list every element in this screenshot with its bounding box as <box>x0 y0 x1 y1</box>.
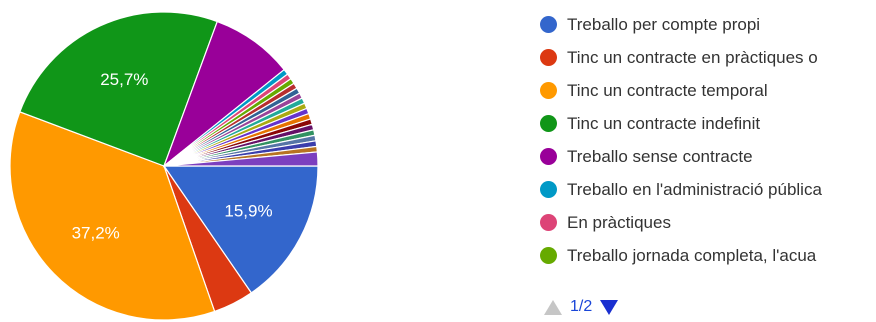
legend-swatch-icon <box>540 181 557 198</box>
legend-label: Treballo per compte propi <box>567 14 761 34</box>
pie-slice-21[interactable] <box>163 151 319 167</box>
pie-chart: 15,9% 37,2% 25,7% <box>9 11 319 321</box>
legend-swatch-icon <box>540 115 557 132</box>
pie-slice-0[interactable] <box>162 165 319 294</box>
legend-item[interactable]: Treballo per compte propi <box>540 8 860 41</box>
legend-label: Tinc un contracte en pràctiques o <box>567 47 818 67</box>
pie-slice-4[interactable] <box>162 20 285 168</box>
triangle-down-icon[interactable] <box>600 299 619 315</box>
triangle-up-icon[interactable] <box>544 299 562 315</box>
pie-slice-2[interactable] <box>9 111 216 321</box>
legend-swatch-icon <box>540 214 557 231</box>
chart-legend: Treballo per compte propi Tinc un contrac… <box>540 8 860 272</box>
legend-item[interactable]: Treballo sense contracte <box>540 140 860 173</box>
legend-swatch-icon <box>540 16 557 33</box>
legend-label: En pràctiques <box>567 212 671 232</box>
legend-pager: 1/2 <box>544 298 619 316</box>
legend-swatch-icon <box>540 82 557 99</box>
legend-label: Tinc un contracte indefinit <box>567 113 761 133</box>
slice-data-label-0: 15,9% <box>224 201 272 220</box>
legend-item[interactable]: Tinc un contracte indefinit <box>540 107 860 140</box>
legend-item[interactable]: Treballo jornada completa, l'acua <box>540 239 860 272</box>
slice-data-label-2: 37,2% <box>72 224 120 243</box>
legend-item[interactable]: Tinc un contracte temporal <box>540 74 860 107</box>
legend-item[interactable]: En pràctiques <box>540 206 860 239</box>
pager-label: 1/2 <box>570 298 593 315</box>
legend-label: Treballo en l'administració pública <box>567 179 822 199</box>
legend-label: Treballo jornada completa, l'acua <box>567 245 817 265</box>
legend-item[interactable]: Treballo en l'administració pública <box>540 173 860 206</box>
slice-data-label-3: 25,7% <box>100 70 148 89</box>
legend-swatch-icon <box>540 148 557 165</box>
legend-label: Tinc un contracte temporal <box>567 80 768 100</box>
legend-label: Treballo sense contracte <box>567 146 753 166</box>
legend-item[interactable]: Tinc un contracte en pràctiques o <box>540 41 860 74</box>
legend-swatch-icon <box>540 247 557 264</box>
legend-swatch-icon <box>540 49 557 66</box>
pie-slice-3[interactable] <box>19 11 219 167</box>
